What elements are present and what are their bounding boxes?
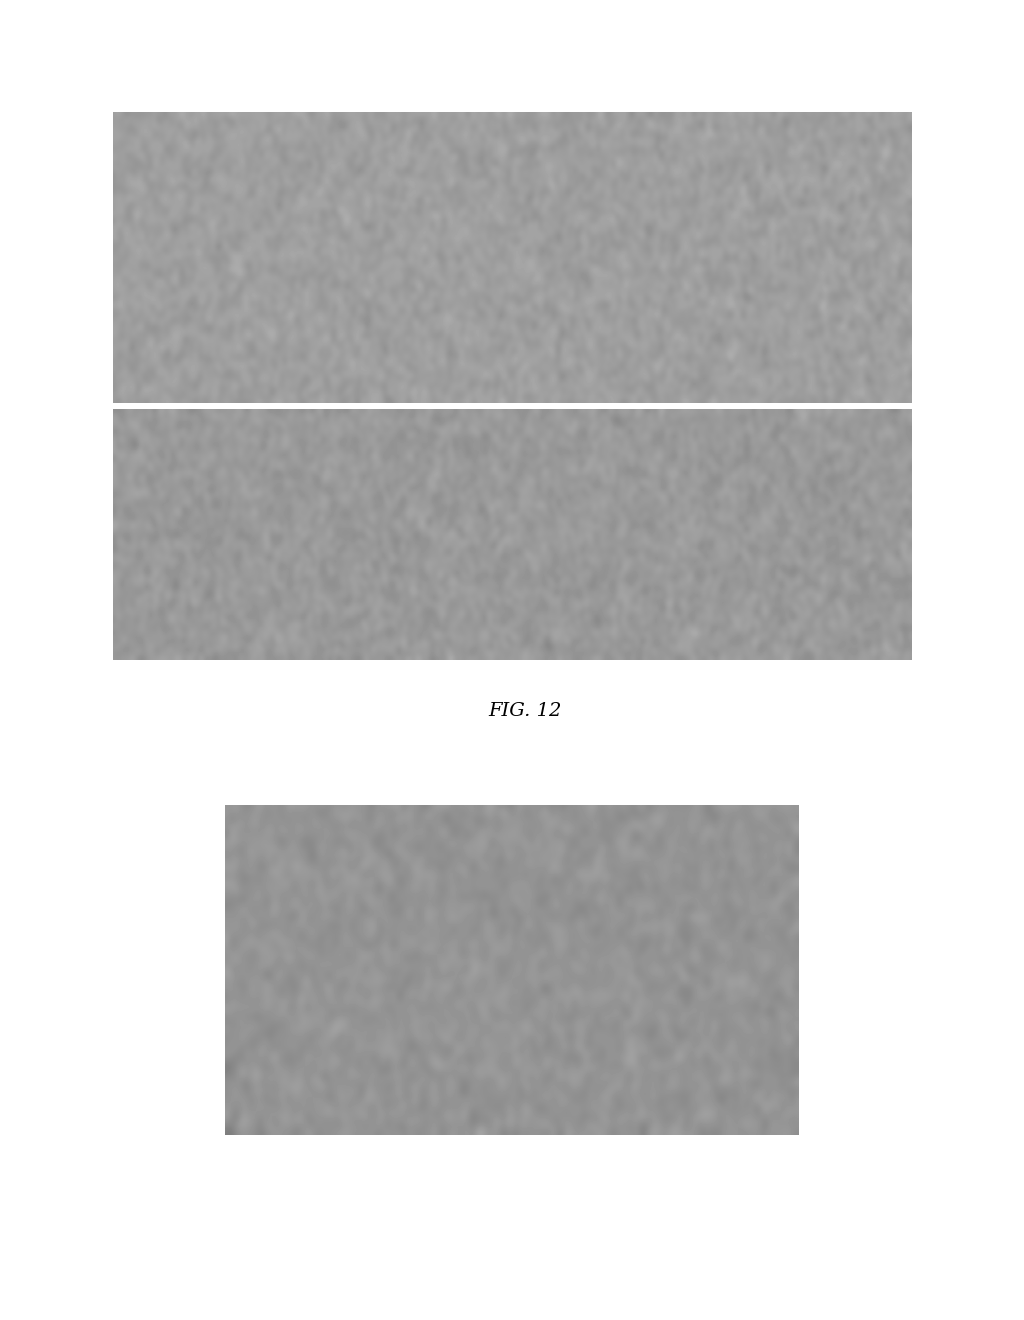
Text: 77: 77 [479, 612, 499, 639]
Text: 73: 73 [373, 300, 391, 338]
Text: Sep. 6, 2012   Sheet 10 of 12: Sep. 6, 2012 Sheet 10 of 12 [359, 194, 563, 209]
Text: FIG. 13: FIG. 13 [488, 1048, 561, 1065]
Text: FIG. 12: FIG. 12 [488, 702, 561, 721]
Text: 84: 84 [447, 974, 467, 1001]
Text: US 2012/0225401 A1: US 2012/0225401 A1 [752, 194, 901, 209]
Text: 75: 75 [412, 300, 431, 359]
Text: Patent Application Publication: Patent Application Publication [200, 194, 439, 209]
Text: 79: 79 [436, 612, 455, 639]
Text: 84: 84 [765, 519, 838, 564]
